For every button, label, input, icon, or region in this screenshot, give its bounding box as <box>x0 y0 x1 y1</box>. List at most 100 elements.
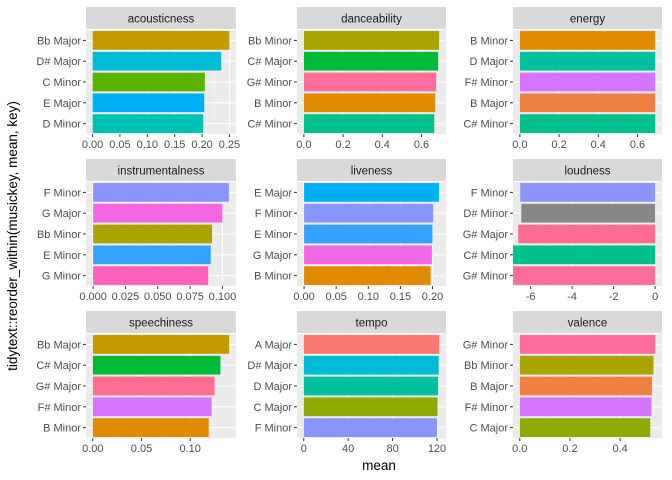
bar-g-major <box>304 245 432 265</box>
bar-c-minor <box>92 72 205 92</box>
x-tick-label: 0.00 <box>82 443 103 455</box>
x-tick-label: 0 <box>652 291 658 303</box>
y-tick-label: G Minor <box>42 271 81 283</box>
y-tick-label: Bb Minor <box>464 360 508 372</box>
y-tick-label: B Minor <box>254 271 292 283</box>
x-tick-label: 0.100 <box>209 291 237 303</box>
bar-f-minor <box>303 418 438 437</box>
y-tick-label: G# Minor <box>463 339 509 351</box>
facet-strip <box>86 7 236 29</box>
x-tick-label: 0.10 <box>180 443 201 455</box>
y-tick-label: D Major <box>469 56 508 68</box>
y-tick-label: E Major <box>254 187 292 199</box>
y-tick-label: D# Major <box>247 360 292 372</box>
facet-panel-speechiness: speechiness Bb Major C# Major G# Major F# Mi… <box>36 311 236 455</box>
x-tick-label: 0.15 <box>390 291 411 303</box>
facet-strip-label: loudness <box>564 166 610 178</box>
x-tick-label: 0.000 <box>79 291 107 303</box>
x-tick-label: 0.050 <box>144 291 172 303</box>
bar-bb-minor <box>519 355 654 375</box>
facet-strip-label: acousticness <box>128 14 195 26</box>
bar-b-major <box>519 376 652 396</box>
bar-bb-major <box>92 31 230 50</box>
y-tick-label: F# Minor <box>465 402 509 414</box>
facet-strip-label: valence <box>568 318 608 330</box>
bar-bb-minor <box>93 224 213 244</box>
x-tick-label: 0.6 <box>414 139 429 151</box>
bar-e-major <box>304 183 439 202</box>
y-axis-title: tidytext::reorder_within(musickey, mean,… <box>5 101 20 371</box>
bar-b-major <box>519 93 656 113</box>
x-tick-label: 120 <box>428 443 446 455</box>
facet-panel-tempo: tempo A Major D# Major D Major C Major F Mino… <box>247 311 446 455</box>
bar-dsharp-major <box>303 355 439 375</box>
x-tick-label: -4 <box>567 291 577 303</box>
bar-csharp-major <box>303 51 439 71</box>
y-tick-label: C# Minor <box>247 119 292 131</box>
y-tick-label: B Major <box>470 98 508 110</box>
x-tick-label: 40 <box>342 443 354 455</box>
y-tick-label: C Minor <box>42 77 81 89</box>
facet-panel-valence: valence G# Minor Bb Minor B Major F# Minor C … <box>463 311 662 455</box>
y-tick-label: D# Minor <box>463 208 508 220</box>
bar-fsharp-minor <box>519 72 656 92</box>
x-tick-label: -2 <box>609 291 619 303</box>
facet-panel-energy: energy B Minor D Major F# Minor B Major C# Mi… <box>463 7 662 151</box>
x-tick-label: 0.20 <box>422 291 443 303</box>
y-tick-label: Bb Minor <box>248 35 292 47</box>
bar-gsharp-minor <box>519 335 656 354</box>
x-tick-label: 0.00 <box>82 139 103 151</box>
facet-strip-label: tempo <box>356 318 388 330</box>
x-tick-label: 0.05 <box>325 291 346 303</box>
bar-csharp-minor <box>513 245 656 265</box>
x-tick-label: 0.0 <box>512 443 527 455</box>
y-tick-label: C Major <box>469 423 508 435</box>
y-tick-label: F Minor <box>255 423 293 435</box>
x-tick-label: 0.075 <box>176 291 204 303</box>
facet-strip <box>86 159 236 181</box>
y-tick-label: B Major <box>470 381 508 393</box>
x-tick-label: 0.05 <box>109 139 130 151</box>
facet-panels: acousticness Bb Major D# Major C Minor E Maj… <box>36 7 662 455</box>
y-tick-label: D Minor <box>42 119 81 131</box>
bar-d-major <box>519 51 656 71</box>
y-tick-label: B Minor <box>43 423 81 435</box>
x-tick-label: 0.2 <box>335 139 350 151</box>
y-tick-label: G# Minor <box>463 271 509 283</box>
bar-b-minor <box>519 31 656 50</box>
facet-panel-liveness: liveness E Major F Minor E Minor G Major B Mi… <box>253 159 446 303</box>
y-tick-label: F# Minor <box>465 77 509 89</box>
x-tick-label: 0.4 <box>591 139 606 151</box>
y-tick-label: G Major <box>42 208 81 220</box>
y-tick-label: Bb Major <box>37 35 81 47</box>
x-tick-label: 0.4 <box>612 443 627 455</box>
facet-strip-label: liveness <box>351 166 393 178</box>
y-tick-label: B Minor <box>470 35 508 47</box>
x-tick-label: 0.10 <box>137 139 158 151</box>
y-tick-label: B Minor <box>254 98 292 110</box>
x-tick-label: -6 <box>526 291 536 303</box>
y-tick-label: E Minor <box>254 229 292 241</box>
y-tick-label: D# Major <box>36 56 81 68</box>
y-tick-label: F# Minor <box>38 402 82 414</box>
x-tick-label: 0.025 <box>112 291 140 303</box>
facet-panel-loudness: loudness F Minor D# Minor G# Major C# Minor G… <box>463 159 662 303</box>
y-tick-label: G# Major <box>463 229 509 241</box>
bar-a-major <box>303 335 440 354</box>
bar-gsharp-minor <box>303 72 437 92</box>
bar-dsharp-minor <box>521 203 656 223</box>
y-tick-label: G Major <box>253 250 292 262</box>
bar-fsharp-minor <box>92 397 212 417</box>
bar-b-minor <box>92 418 209 437</box>
bar-fsharp-minor <box>519 397 652 417</box>
bar-c-major <box>519 418 651 437</box>
x-tick-label: 0 <box>301 443 307 455</box>
bar-f-minor <box>93 183 229 202</box>
x-axis-title: mean <box>362 458 396 473</box>
bar-g-major <box>93 203 223 223</box>
bar-gsharp-minor <box>513 266 656 285</box>
x-tick-label: 0.05 <box>131 443 152 455</box>
facet-strip <box>513 311 662 333</box>
y-tick-label: C# Minor <box>463 250 508 262</box>
facet-panel-danceability: danceability Bb Minor C# Major G# Minor B Mi… <box>247 7 446 151</box>
